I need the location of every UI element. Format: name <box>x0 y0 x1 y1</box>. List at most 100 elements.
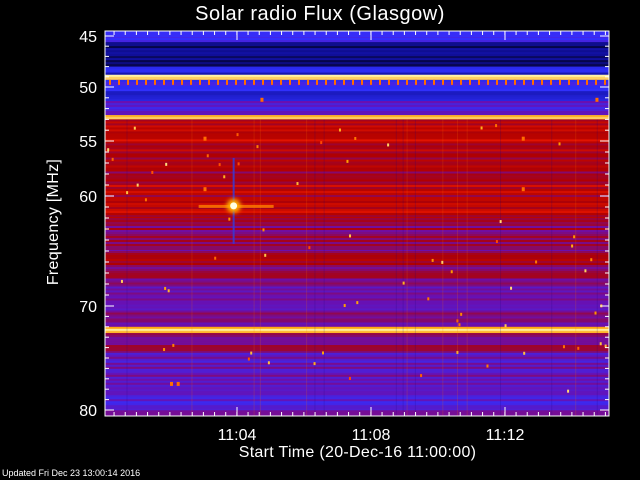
heatmap-speck <box>559 79 561 85</box>
heatmap-speck <box>228 217 231 221</box>
heatmap-speck <box>478 79 480 85</box>
heatmap-speck <box>505 79 507 85</box>
heatmap-row <box>105 147 609 150</box>
heatmap-row <box>105 211 609 214</box>
heatmap-speck <box>495 240 498 244</box>
heatmap-speck <box>352 79 354 85</box>
heatmap-row <box>105 349 609 352</box>
heatmap-row <box>105 103 609 106</box>
y-tick-label: 60 <box>79 189 97 206</box>
x-axis-label: Start Time (20-Dec-16 11:00:00) <box>238 444 477 461</box>
y-tick-label: 70 <box>79 299 97 316</box>
heatmap-row <box>105 199 609 202</box>
heatmap-speck <box>167 289 170 293</box>
heatmap-speck <box>237 162 240 166</box>
heatmap-row <box>105 409 609 411</box>
heatmap-speck <box>199 79 201 85</box>
heatmap-speck <box>262 79 264 85</box>
heatmap-speck <box>456 319 459 323</box>
heatmap-row <box>105 141 609 144</box>
heatmap-column <box>402 119 404 417</box>
x-tick-label: 11:04 <box>218 427 257 444</box>
heatmap-row <box>105 322 609 325</box>
heatmap-speck <box>271 79 273 85</box>
heatmap-column <box>406 119 408 417</box>
heatmap-row <box>105 326 609 330</box>
heatmap-row <box>105 251 609 254</box>
heatmap-row <box>105 275 609 278</box>
heatmap-row <box>105 298 609 301</box>
heatmap-speck <box>253 79 255 85</box>
heatmap-row <box>105 341 609 344</box>
heatmap-row <box>105 83 609 87</box>
heatmap-speck <box>172 343 175 347</box>
heatmap-speck <box>264 253 267 257</box>
heatmap-speck <box>433 79 435 85</box>
heatmap-speck <box>144 198 147 202</box>
heatmap-speck <box>370 79 372 85</box>
heatmap-speck <box>562 345 565 349</box>
heatmap-speck <box>145 79 147 85</box>
heatmap-row <box>105 179 609 182</box>
heatmap-row <box>105 40 609 43</box>
heatmap-row <box>105 185 609 188</box>
heatmap-column <box>314 119 316 417</box>
heatmap-row <box>105 113 609 116</box>
heatmap-speck <box>256 145 259 149</box>
heatmap-row <box>105 403 609 406</box>
heatmap-row <box>105 157 609 160</box>
heatmap-row <box>105 368 609 372</box>
heatmap-row <box>105 372 609 376</box>
heatmap-row <box>105 115 609 118</box>
heatmap-row <box>105 66 609 67</box>
y-tick-label: 80 <box>79 403 97 420</box>
heatmap-speck <box>348 376 351 380</box>
heatmap-row <box>105 401 609 404</box>
heatmap-row <box>105 95 609 98</box>
heatmap-speck <box>165 162 168 166</box>
heatmap-speck <box>127 79 129 85</box>
heatmap-row <box>105 99 609 102</box>
heatmap-row <box>105 308 609 311</box>
heatmap-speck <box>397 79 399 85</box>
heatmap-row <box>105 139 609 142</box>
y-tick-label: 50 <box>79 80 97 97</box>
heatmap-row <box>105 328 609 332</box>
heatmap-row <box>105 191 609 194</box>
heatmap-row <box>105 352 609 356</box>
heatmap-speck <box>226 79 228 85</box>
heatmap-row <box>105 195 609 198</box>
heatmap-row <box>105 407 609 410</box>
heatmap-row <box>105 131 609 134</box>
heatmap-speck <box>321 351 324 355</box>
heatmap-row <box>105 320 609 323</box>
heatmap-speck <box>356 301 359 305</box>
heatmap-row <box>105 360 609 364</box>
heatmap-column <box>500 119 502 417</box>
heatmap-row <box>105 213 609 216</box>
y-tick-label: 55 <box>79 134 97 151</box>
heatmap-column <box>253 119 255 417</box>
heatmap-row <box>105 366 609 370</box>
heatmap-speck <box>280 79 282 85</box>
heatmap-speck <box>486 364 489 368</box>
heatmap-row <box>105 101 609 104</box>
heatmap-row <box>105 224 609 227</box>
heatmap-row <box>105 125 609 128</box>
heatmap-speck <box>568 79 570 85</box>
heatmap-speck <box>460 312 463 316</box>
heatmap-speck <box>343 79 345 85</box>
heatmap-row <box>105 294 609 297</box>
heatmap-row <box>105 169 609 172</box>
heatmap-row <box>105 255 609 258</box>
heatmap-speck <box>415 79 417 85</box>
heatmap-speck <box>427 297 430 301</box>
heatmap-speck <box>316 79 318 85</box>
heatmap-row <box>105 72 609 75</box>
heatmap-speck <box>594 311 597 315</box>
heatmap-row <box>105 345 609 348</box>
heatmap-column <box>442 119 444 417</box>
heatmap-row <box>105 273 609 276</box>
heatmap-speck <box>458 323 461 327</box>
heatmap-row <box>105 267 609 270</box>
